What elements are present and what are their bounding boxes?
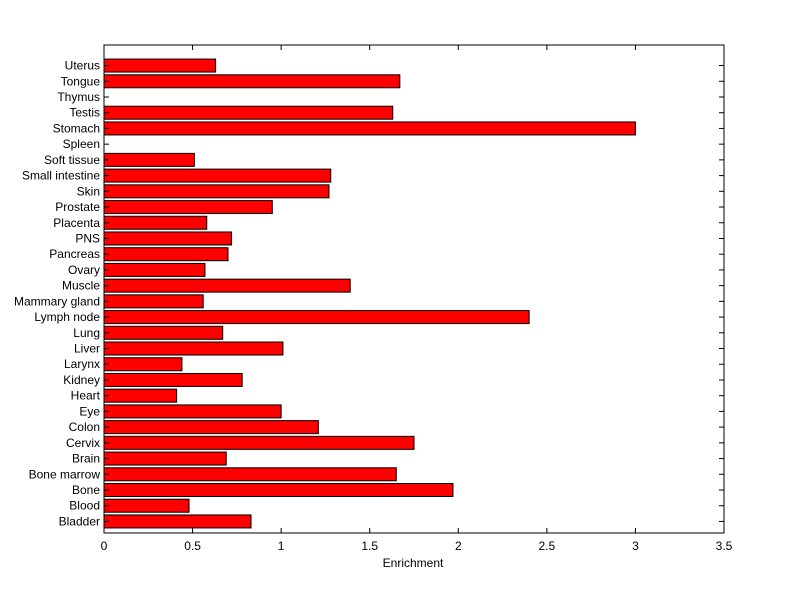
bar-colon bbox=[103, 420, 319, 435]
bar-mammary-gland bbox=[103, 294, 204, 309]
y-tick-label: Skin bbox=[77, 184, 100, 198]
y-tick-label: Tongue bbox=[61, 74, 101, 88]
bar-cervix bbox=[103, 435, 415, 450]
bar-muscle bbox=[103, 278, 351, 293]
bar-skin bbox=[103, 184, 330, 199]
y-tick-label: Lung bbox=[73, 326, 100, 340]
y-tick-label: Placenta bbox=[53, 216, 100, 230]
y-tick-label: Soft tissue bbox=[44, 153, 100, 167]
y-tick-label: Colon bbox=[69, 420, 100, 434]
bar-bladder bbox=[103, 514, 252, 529]
y-tick-label: Pancreas bbox=[49, 247, 100, 261]
bar-kidney bbox=[103, 372, 243, 387]
bar-brain bbox=[103, 451, 227, 466]
bar-placenta bbox=[103, 215, 208, 230]
x-tick-label: 0 bbox=[101, 539, 108, 553]
y-tick-label: Uterus bbox=[65, 59, 100, 73]
x-tick-label: 2.5 bbox=[539, 539, 556, 553]
y-tick-label: Heart bbox=[71, 389, 101, 403]
y-tick-label: Small intestine bbox=[22, 169, 100, 183]
bar-heart bbox=[103, 388, 178, 403]
x-tick-label: 1.5 bbox=[361, 539, 378, 553]
bar-testis bbox=[103, 105, 394, 120]
y-tick-label: Eye bbox=[79, 404, 100, 418]
bar-bone bbox=[103, 483, 454, 497]
axes-frame bbox=[103, 44, 725, 534]
bar-eye bbox=[103, 404, 282, 419]
x-tick-label: 2 bbox=[455, 539, 462, 553]
y-tick-label: PNS bbox=[75, 231, 100, 245]
bar-bone-marrow bbox=[103, 467, 397, 482]
bar-prostate bbox=[103, 200, 273, 215]
bar-stomach bbox=[103, 121, 636, 136]
bar-liver bbox=[103, 341, 284, 356]
y-tick-label: Stomach bbox=[53, 121, 100, 135]
bar-tongue bbox=[103, 74, 401, 89]
x-tick-label: 3.5 bbox=[716, 539, 733, 553]
y-tick-label: Lymph node bbox=[34, 310, 100, 324]
y-tick-label: Bone bbox=[72, 483, 100, 497]
y-tick-label: Ovary bbox=[68, 263, 100, 277]
bar-pns bbox=[103, 231, 233, 246]
y-tick-label: Testis bbox=[69, 106, 100, 120]
y-tick-label: Bladder bbox=[59, 514, 100, 528]
y-tick-label: Kidney bbox=[63, 373, 100, 387]
x-axis-label: Enrichment bbox=[383, 556, 444, 570]
bar-blood bbox=[103, 498, 190, 513]
bar-small-intestine bbox=[103, 168, 332, 183]
y-tick-label: Thymus bbox=[57, 90, 100, 104]
y-tick-label: Cervix bbox=[66, 436, 100, 450]
y-tick-label: Blood bbox=[69, 499, 100, 513]
y-tick-label: Brain bbox=[72, 452, 100, 466]
bar-soft-tissue bbox=[103, 152, 195, 167]
y-tick-label: Spleen bbox=[63, 137, 100, 151]
x-tick-label: 0.5 bbox=[184, 539, 201, 553]
x-tick-label: 3 bbox=[632, 539, 639, 553]
y-tick-label: Muscle bbox=[62, 279, 100, 293]
y-tick-label: Larynx bbox=[64, 357, 100, 371]
x-tick-label: 1 bbox=[278, 539, 285, 553]
y-tick-label: Mammary gland bbox=[14, 294, 100, 308]
y-tick-label: Prostate bbox=[55, 200, 100, 214]
bar-lung bbox=[103, 325, 224, 340]
bar-pancreas bbox=[103, 247, 229, 262]
bar-ovary bbox=[103, 262, 206, 277]
bar-larynx bbox=[103, 357, 183, 372]
y-tick-label: Bone marrow bbox=[29, 467, 101, 481]
y-tick-label: Liver bbox=[74, 342, 100, 356]
bar-lymph-node bbox=[103, 310, 530, 325]
bar-uterus bbox=[103, 58, 217, 73]
